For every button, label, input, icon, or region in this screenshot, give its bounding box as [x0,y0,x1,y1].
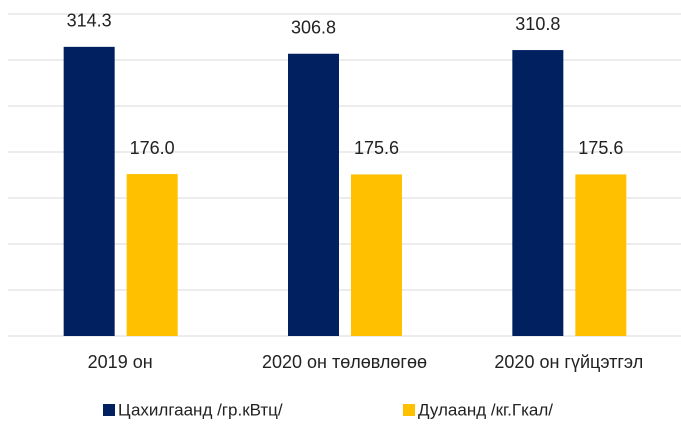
data-label: 310.8 [515,14,560,34]
bar [63,46,115,337]
bar [126,174,178,336]
x-tick-label: 2020 он гүйцэтгэл [494,352,643,372]
bar [288,53,339,337]
x-tick-label: 2020 он төлөвлөгөө [262,352,427,372]
data-label: 175.6 [578,138,623,158]
legend-swatch [403,404,415,416]
data-label: 314.3 [67,11,112,31]
x-tick-label: 2019 он [88,352,153,372]
bar [351,174,402,336]
data-label: 175.6 [354,138,399,158]
data-label: 176.0 [130,138,175,158]
bar [575,174,627,336]
legend-swatch [103,404,115,416]
bar [512,50,564,337]
legend-label: Дулаанд /кг.Гкал/ [418,400,553,419]
data-label: 306.8 [291,17,336,37]
legend-label: Цахилгаанд /гр.кВтц/ [118,400,283,419]
